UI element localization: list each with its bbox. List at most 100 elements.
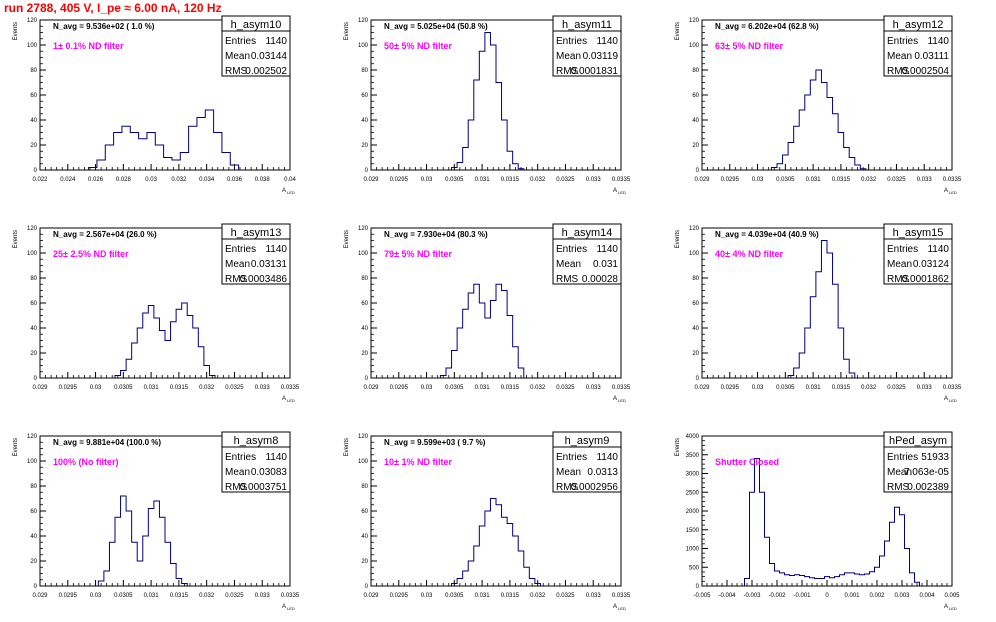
y-tick-label: 40 [30, 326, 37, 332]
histogram-name: h_asym11 [562, 19, 612, 31]
stats-entries-value: 1140 [596, 36, 618, 47]
x-axis-label-subscript: LED [287, 190, 295, 195]
x-tick-label: 0.0305 [445, 385, 464, 391]
x-tick-label: 0 [825, 593, 829, 599]
y-tick-label: 80 [361, 484, 368, 490]
x-tick-label: 0.029 [694, 385, 710, 391]
x-tick-label: 0.0315 [832, 385, 851, 391]
y-tick-label: 80 [692, 68, 699, 74]
x-axis-label-subscript: LED [618, 190, 626, 195]
y-tick-label: 100 [358, 251, 369, 257]
histogram-line [97, 495, 188, 586]
stats-mean-value: 0.03144 [251, 51, 288, 62]
y-tick-label: 20 [361, 351, 368, 357]
x-axis-label: A [944, 604, 948, 610]
stats-mean-value: 0.0313 [587, 467, 618, 478]
stats-box [221, 431, 291, 493]
y-tick-label: 40 [692, 326, 699, 332]
stats-rms-label: RMS [225, 274, 248, 285]
x-axis-label-subscript: LED [287, 606, 295, 611]
x-tick-label: 0.0325 [887, 177, 906, 183]
histogram-pad-h_asym13: 0.029 0.0295 0.03 0.0305 0.031 0.0315 0.032 0.0… [0, 208, 330, 413]
y-tick-label: 0 [365, 168, 369, 174]
x-tick-label: -0.004 [718, 593, 736, 599]
histogram-line [770, 69, 867, 170]
x-tick-label: 0.028 [116, 177, 132, 183]
x-tick-label: -0.003 [743, 593, 761, 599]
y-tick-label: 20 [30, 559, 37, 565]
histogram-h_asym14: 0.029 0.0295 0.03 0.0305 0.031 0.0315 0.032 0.0… [344, 223, 631, 403]
stats-box [221, 223, 291, 285]
histogram-name: h_asym13 [231, 227, 282, 239]
x-tick-label: 0.031 [806, 385, 822, 391]
x-tick-label: 0.0335 [612, 177, 631, 183]
histogram-h_asym11: 0.029 0.0295 0.03 0.0305 0.031 0.0315 0.032 0.0… [344, 15, 631, 195]
y-tick-label: 60 [361, 301, 368, 307]
x-tick-label: 0.0325 [225, 593, 244, 599]
y-tick-label: 60 [30, 301, 37, 307]
x-tick-label: 0.033 [586, 385, 602, 391]
x-tick-label: 0.0295 [59, 385, 78, 391]
stats-rms-label: RMS [887, 66, 910, 77]
x-axis-label-subscript: LED [618, 606, 626, 611]
x-tick-label: 0.03 [421, 177, 433, 183]
y-tick-label: 100 [358, 43, 369, 49]
stats-entries-label: Entries [887, 452, 918, 463]
x-axis-label-subscript: LED [618, 398, 626, 403]
stats-mean-value: 0.03119 [583, 51, 619, 62]
x-axis-label: A [282, 604, 286, 610]
y-tick-label: 0 [34, 168, 38, 174]
y-tick-label: 80 [361, 68, 368, 74]
stats-rms-value: 0.0002956 [571, 482, 619, 493]
x-tick-label: 0.033 [255, 385, 271, 391]
x-axis-label: A [944, 188, 948, 194]
stats-entries-value: 51933 [921, 452, 949, 463]
stats-entries-label: Entries [556, 36, 587, 47]
x-tick-label: 0.033 [586, 593, 602, 599]
x-tick-label: 0.031 [475, 177, 491, 183]
stats-mean-label: Mean [556, 259, 581, 270]
y-tick-label: 20 [30, 143, 37, 149]
x-axis-label-subscript: LED [949, 190, 957, 195]
x-tick-label: 0.031 [144, 593, 160, 599]
y-tick-label: 0 [696, 168, 700, 174]
x-tick-label: -0.001 [793, 593, 811, 599]
stats-entries-value: 1140 [265, 452, 287, 463]
x-tick-label: 0.034 [199, 177, 215, 183]
x-tick-label: 0.0315 [501, 385, 520, 391]
x-tick-label: 0.0295 [721, 385, 740, 391]
x-tick-label: 0.0325 [887, 385, 906, 391]
x-tick-label: 0.032 [199, 593, 215, 599]
x-tick-label: 0.0325 [556, 177, 575, 183]
y-tick-label: 0 [696, 584, 700, 590]
stats-mean-label: Mean [225, 259, 250, 270]
y-tick-label: 120 [27, 18, 38, 24]
x-tick-label: 0.0295 [59, 593, 78, 599]
y-tick-label: 40 [30, 118, 37, 124]
stats-mean-value: 0.03124 [913, 259, 950, 270]
y-tick-label: 120 [358, 18, 369, 24]
x-axis-label-subscript: LED [287, 398, 295, 403]
x-tick-label: 0.0325 [225, 385, 244, 391]
x-tick-label: 0.0315 [832, 177, 851, 183]
stats-rms-value: 0.0001862 [902, 274, 950, 285]
x-tick-label: -0.002 [768, 593, 786, 599]
x-tick-label: 0.029 [32, 385, 48, 391]
x-tick-label: 0.031 [806, 177, 822, 183]
x-tick-label: 0.032 [861, 177, 877, 183]
x-tick-label: 0.0335 [612, 385, 631, 391]
x-axis-label: A [613, 188, 617, 194]
x-axis-label: A [944, 396, 948, 402]
y-tick-label: 20 [692, 143, 699, 149]
y-tick-label: 60 [361, 93, 368, 99]
x-axis-label: A [282, 188, 286, 194]
histogram-pad-h_asym11: 0.029 0.0295 0.03 0.0305 0.031 0.0315 0.032 0.0… [331, 0, 661, 205]
histogram-line [787, 240, 856, 378]
histogram-line [744, 458, 920, 586]
stats-box [552, 15, 622, 77]
x-tick-label: 0.033 [917, 385, 933, 391]
y-tick-label: 100 [27, 251, 38, 257]
y-tick-label: 60 [30, 93, 37, 99]
y-tick-label: 80 [30, 276, 37, 282]
x-tick-label: 0.005 [944, 593, 960, 599]
